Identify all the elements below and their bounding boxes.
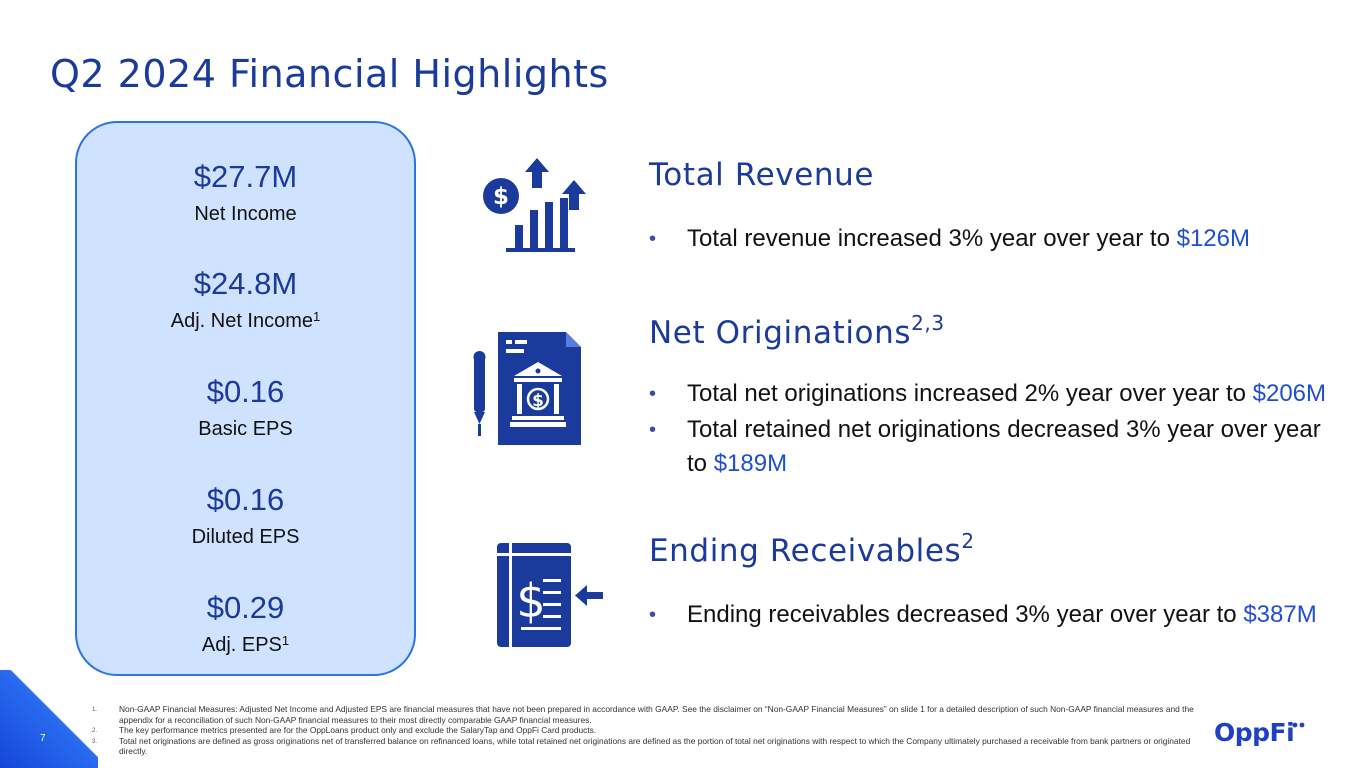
- bullet-dot: •: [649, 383, 657, 405]
- metric-value: $0.16: [206, 374, 285, 409]
- revenue-growth-icon: $: [483, 158, 586, 252]
- oppfi-logo: OppFi: [1214, 718, 1295, 747]
- bullet-highlight-value: $206M: [1252, 380, 1327, 407]
- corner-decoration: [0, 670, 98, 768]
- slide-title: Q2 2024 Financial Highlights: [50, 52, 609, 96]
- metric-diluted-eps: $0.16 Diluted EPS: [77, 482, 414, 549]
- footnote-ref: 1: [281, 633, 290, 648]
- bullet-text: Total revenue increased 3% year over yea…: [687, 225, 1177, 252]
- metric-label: Adj. Net Income1: [77, 309, 414, 333]
- metric-label: Adj. EPS1: [77, 633, 414, 657]
- metric-value: $27.7M: [193, 159, 298, 194]
- list-item: • Total revenue increased 3% year over ye…: [649, 222, 1289, 256]
- metric-label: Diluted EPS: [77, 525, 414, 549]
- metric-net-income: $27.7M Net Income: [77, 159, 414, 226]
- bullet-text: Total retained net originations decrease…: [687, 416, 1321, 477]
- list-item: • Total net originations increased 2% yea…: [649, 377, 1339, 411]
- bullet-dot: •: [649, 228, 657, 250]
- metric-label-text: Adj. Net Income: [170, 310, 314, 332]
- bullet-highlight-value: $126M: [1176, 225, 1250, 252]
- footnote-number: 3.: [92, 738, 98, 745]
- bullet-highlight-value: $387M: [1243, 601, 1317, 628]
- section-heading-text: Net Originations: [649, 315, 912, 351]
- metric-value: $0.16: [206, 482, 285, 517]
- metric-adj-net-income: $24.8M Adj. Net Income1: [77, 266, 414, 333]
- originations-bullets: • Total net originations increased 2% yea…: [649, 377, 1339, 483]
- metric-adj-eps: $0.29 Adj. EPS1: [77, 590, 414, 657]
- footnote-text: Non-GAAP Financial Measures: Adjusted Ne…: [119, 704, 1194, 725]
- footnote: 3. Total net originations are defined as …: [92, 736, 1200, 757]
- footnotes: 1. Non-GAAP Financial Measures: Adjusted …: [92, 704, 1200, 757]
- bullet-dot: •: [649, 604, 657, 626]
- bank-document-icon: $: [473, 332, 581, 445]
- metric-label: Net Income: [77, 202, 414, 226]
- footnote-text: Total net originations are defined as gr…: [119, 735, 1191, 757]
- svg-text:$: $: [493, 184, 509, 210]
- list-item: • Ending receivables decreased 3% year ov…: [649, 598, 1359, 632]
- metric-label-text: Basic EPS: [198, 418, 293, 440]
- svg-text:$: $: [516, 574, 545, 628]
- footnote: 1. Non-GAAP Financial Measures: Adjusted …: [92, 704, 1200, 725]
- receivable-invoice-icon: $: [497, 543, 603, 647]
- svg-text:$: $: [532, 391, 544, 411]
- section-heading-total-revenue: Total Revenue: [649, 157, 874, 193]
- footnote-ref: 2: [961, 529, 975, 553]
- bullet-highlight-value: $189M: [713, 450, 788, 477]
- metric-label-text: Adj. EPS: [201, 634, 282, 656]
- metric-value: $24.8M: [193, 266, 298, 301]
- section-heading-text: Total Revenue: [649, 157, 875, 193]
- metric-label: Basic EPS: [77, 417, 414, 441]
- bullet-text: Ending receivables decreased 3% year ove…: [687, 601, 1244, 628]
- logo-dots-icon: [1292, 722, 1305, 728]
- list-item: • Total retained net originations decreas…: [649, 413, 1339, 481]
- bullet-text: Total net originations increased 2% year…: [687, 380, 1253, 407]
- section-heading-text: Ending Receivables: [649, 533, 962, 569]
- receivables-bullets: • Ending receivables decreased 3% year ov…: [649, 598, 1359, 634]
- metric-label-text: Net Income: [194, 203, 297, 225]
- section-heading-net-originations: Net Originations2,3: [649, 313, 945, 351]
- footnote-number: 2.: [92, 728, 98, 735]
- footnote-number: 1.: [92, 707, 98, 713]
- metric-basic-eps: $0.16 Basic EPS: [77, 374, 414, 441]
- key-metrics-panel: $27.7M Net Income $24.8M Adj. Net Income…: [75, 121, 416, 676]
- revenue-bullets: • Total revenue increased 3% year over ye…: [649, 222, 1289, 258]
- section-heading-ending-receivables: Ending Receivables2: [649, 531, 975, 569]
- bullet-dot: •: [649, 419, 657, 441]
- footnote-text: The key performance metrics presented ar…: [119, 725, 597, 736]
- page-number: 7: [40, 733, 46, 744]
- footnote-ref: 1: [313, 309, 321, 324]
- footnote: 2. The key performance metrics presented …: [92, 725, 1200, 736]
- metric-value: $0.29: [206, 590, 285, 625]
- footnote-ref: 2,3: [911, 311, 945, 335]
- metric-label-text: Diluted EPS: [191, 526, 300, 548]
